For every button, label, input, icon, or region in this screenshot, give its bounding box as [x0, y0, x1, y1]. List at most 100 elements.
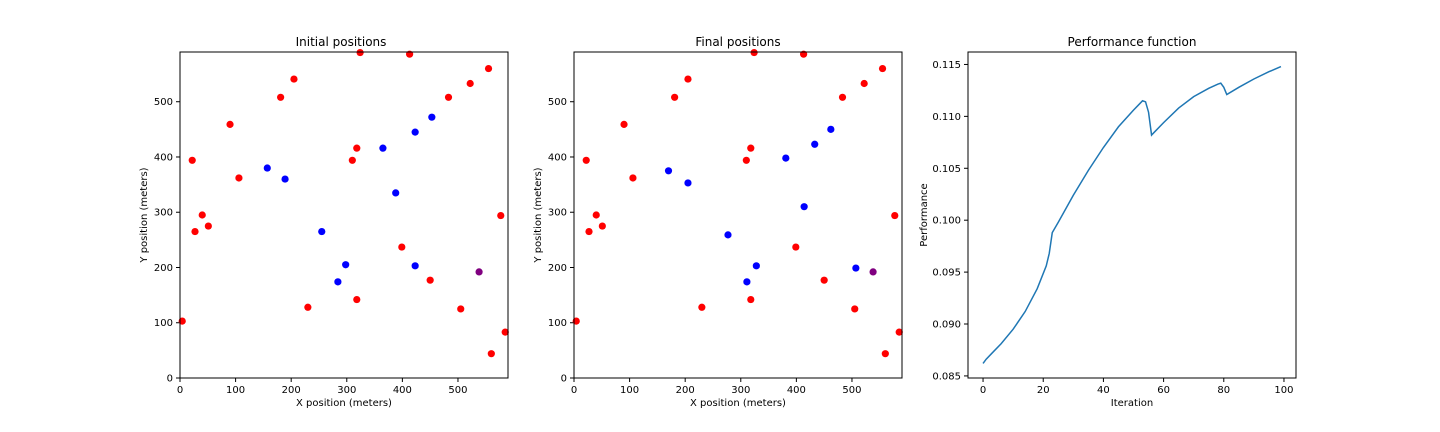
- scatter-point: [281, 175, 289, 183]
- y-tick-label: 0.115: [932, 60, 961, 71]
- scatter-point: [664, 167, 673, 175]
- scatter-point: [263, 164, 271, 172]
- x-tick-label: 40: [1097, 385, 1110, 396]
- x-tick-label: 200: [676, 385, 695, 396]
- y-tick-label: 100: [154, 318, 173, 329]
- scatter-point: [582, 156, 590, 164]
- scatter-point: [444, 93, 453, 101]
- x-tick-label: 0: [571, 385, 577, 396]
- scatter-point: [356, 48, 364, 57]
- y-tick-label: 300: [548, 208, 567, 219]
- scatter-point: [592, 211, 600, 219]
- scatter-point: [398, 243, 406, 251]
- scatter-point: [881, 350, 889, 358]
- x-axis-label: Iteration: [1111, 398, 1153, 409]
- x-tick-label: 400: [787, 385, 806, 396]
- scatter-point: [629, 174, 637, 182]
- axes-ticks: 0 100 200 300 400 500 0 100 200 300 400 500: [154, 97, 468, 396]
- plot-frame: [179, 51, 509, 379]
- scatter-point: [698, 303, 706, 311]
- scatter-point: [800, 203, 808, 211]
- panel-final-positions: Final positions 0 100 200 300 400 500 0 100 200 3…: [533, 35, 903, 409]
- axes-ticks: 0 20 40 60 80 100 0.085 0.090 0.095 0.100 0.105 0.1…: [932, 60, 1293, 396]
- x-tick-label: 500: [448, 385, 467, 396]
- y-tick-label: 400: [548, 152, 567, 163]
- x-tick-label: 20: [1037, 385, 1050, 396]
- x-tick-label: 300: [337, 385, 356, 396]
- scatter-point: [204, 222, 212, 230]
- x-axis-label: X position (meters): [296, 398, 392, 409]
- y-tick-label: 0: [167, 374, 173, 385]
- scatter-point: [620, 120, 628, 128]
- scatter-point: [852, 264, 860, 272]
- scatter-points: [572, 48, 903, 358]
- scatter-point: [290, 75, 298, 83]
- scatter-point: [428, 113, 436, 121]
- scatter-point: [277, 93, 285, 101]
- scatter-point: [235, 174, 243, 182]
- panel-initial-positions: Initial positions 0 100 200 300 400 500 0 100 20…: [139, 35, 509, 409]
- scatter-point: [353, 295, 361, 304]
- scatter-point: [792, 243, 800, 251]
- performance-line: [982, 65, 1282, 364]
- x-tick-label: 400: [393, 385, 412, 396]
- scatter-point: [811, 140, 819, 148]
- scatter-point: [353, 144, 361, 152]
- y-tick-label: 300: [154, 208, 173, 219]
- scatter-point: [392, 189, 400, 197]
- scatter-point: [501, 328, 509, 336]
- scatter-point: [226, 120, 234, 128]
- scatter-point: [457, 305, 465, 313]
- x-tick-label: 100: [226, 385, 245, 396]
- scatter-point: [869, 268, 877, 276]
- scatter-point: [334, 278, 342, 286]
- scatter-point: [742, 156, 750, 164]
- scatter-point: [304, 303, 312, 311]
- x-tick-label: 0: [980, 385, 986, 396]
- y-tick-label: 0.100: [932, 216, 961, 227]
- scatter-point: [497, 211, 505, 220]
- y-tick-label: 200: [154, 263, 173, 274]
- x-tick-label: 80: [1217, 385, 1230, 396]
- scatter-point: [743, 278, 751, 286]
- x-axis-label: X position (meters): [690, 398, 786, 409]
- y-tick-label: 0.085: [932, 371, 961, 382]
- x-tick-label: 0: [177, 385, 183, 396]
- y-tick-label: 100: [548, 318, 567, 329]
- scatter-point: [411, 262, 419, 270]
- scatter-point: [188, 156, 196, 164]
- chart-title: Performance function: [1068, 35, 1197, 49]
- scatter-point: [878, 64, 887, 73]
- x-tick-label: 300: [731, 385, 750, 396]
- y-tick-label: 0: [561, 374, 567, 385]
- scatter-point: [747, 295, 755, 304]
- scatter-point: [348, 156, 356, 164]
- scatter-point: [827, 125, 835, 133]
- y-tick-label: 0.110: [932, 112, 961, 123]
- plot-frame: [967, 51, 1297, 379]
- x-tick-label: 100: [620, 385, 639, 396]
- scatter-point: [475, 268, 483, 276]
- y-axis-label: Y position (meters): [533, 167, 544, 263]
- scatter-point: [191, 227, 199, 236]
- y-tick-label: 500: [154, 97, 173, 108]
- scatter-point: [585, 227, 593, 236]
- scatter-point: [750, 48, 758, 57]
- x-tick-label: 500: [842, 385, 861, 396]
- y-tick-label: 0.090: [932, 320, 961, 331]
- scatter-point: [484, 64, 493, 73]
- scatter-point: [820, 276, 828, 284]
- axes-ticks: 0 100 200 300 400 500 0 100 200 300 400 500: [548, 97, 862, 396]
- y-tick-label: 200: [548, 263, 567, 274]
- chart-title: Initial positions: [296, 35, 387, 49]
- y-tick-label: 0.105: [932, 164, 961, 175]
- scatter-point: [851, 305, 859, 313]
- scatter-point: [411, 128, 419, 136]
- scatter-point: [466, 79, 474, 88]
- scatter-point: [342, 261, 350, 269]
- scatter-point: [379, 144, 387, 152]
- scatter-point: [752, 262, 760, 270]
- scatter-point: [487, 350, 495, 358]
- y-tick-label: 0.095: [932, 268, 961, 279]
